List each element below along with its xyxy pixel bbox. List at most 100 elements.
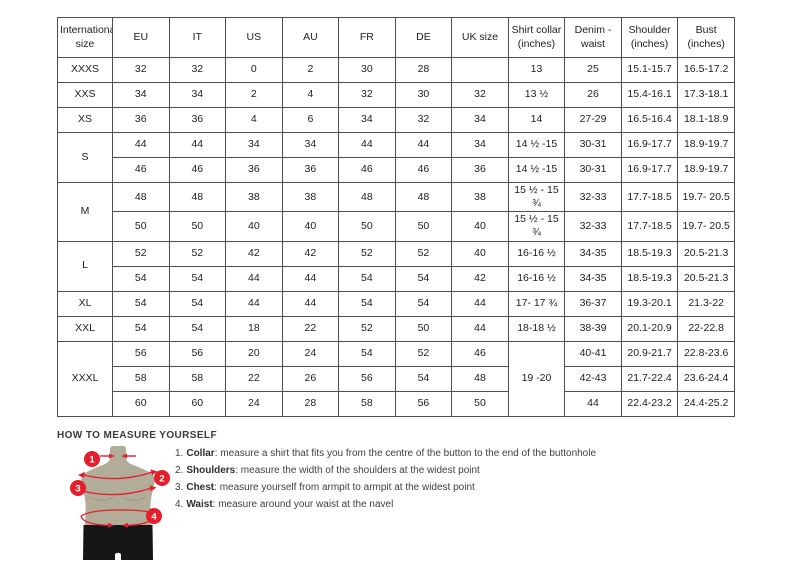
table-cell: 40 bbox=[225, 211, 283, 242]
table-cell: 44 bbox=[168, 132, 227, 158]
table-row: XS 36 36 4 6 34 32 34 14 27-29 16.5-16.4 18.1-18.9 bbox=[57, 107, 735, 133]
table-cell: 54 bbox=[338, 340, 396, 367]
table-cell: 44 bbox=[338, 132, 396, 158]
size-label-cell: S bbox=[57, 132, 113, 183]
table-cell: 32-33 bbox=[564, 181, 622, 213]
badge-2-icon: 2 bbox=[154, 470, 170, 486]
table-cell: 32 bbox=[168, 57, 227, 83]
table-cell: 20.5-21.3 bbox=[677, 265, 735, 292]
table-cell: 14 ½ -15 bbox=[507, 132, 566, 158]
table-cell: 21.7-22.4 bbox=[620, 365, 679, 392]
size-label-cell: XXL bbox=[57, 315, 113, 342]
table-cell: 52 bbox=[338, 315, 396, 342]
table-cell: 22-22.8 bbox=[677, 315, 735, 342]
table-cell: 56 bbox=[394, 390, 453, 417]
table-cell: 44 bbox=[112, 132, 170, 158]
column-header: UK size bbox=[451, 17, 509, 58]
table-cell: 54 bbox=[394, 265, 453, 292]
table-cell: 16.9-17.7 bbox=[620, 157, 679, 183]
table-cell: 20.9-21.7 bbox=[620, 340, 679, 367]
badge-1-icon: 1 bbox=[84, 451, 100, 467]
table-cell: 44 bbox=[281, 265, 340, 292]
table-cell: 44 bbox=[281, 290, 340, 317]
table-cell: 16-16 ½ bbox=[507, 265, 566, 292]
table-cell: 30-31 bbox=[564, 157, 622, 183]
header-row: International size EU IT US AU FR DE UK size Shi… bbox=[57, 17, 735, 58]
table-cell: 44 bbox=[564, 390, 622, 417]
table-cell: 17.7-18.5 bbox=[620, 181, 679, 213]
measure-step-shoulders: 2. Shoulders: measure the width of the sh… bbox=[175, 462, 596, 479]
table-cell: 40 bbox=[451, 240, 509, 267]
table-cell: 34 bbox=[338, 107, 396, 133]
column-header: IT bbox=[168, 17, 227, 58]
column-header: Shirt collar (inches) bbox=[507, 17, 566, 58]
table-cell: 54 bbox=[168, 290, 227, 317]
table-cell: 36 bbox=[112, 107, 170, 133]
table-cell: 50 bbox=[168, 211, 227, 242]
table-cell: 28 bbox=[394, 57, 453, 83]
table-cell: 19 -20 bbox=[507, 340, 566, 417]
size-chart-header: International size EU IT US AU FR DE UK size Shi… bbox=[57, 17, 735, 58]
step-number: 2. bbox=[175, 465, 184, 476]
size-label-cell: XL bbox=[57, 290, 113, 317]
measure-step-waist: 4. Waist: measure around your waist at th… bbox=[175, 496, 596, 513]
table-cell: 32 bbox=[451, 82, 509, 108]
table-cell: 24 bbox=[281, 340, 340, 367]
table-cell: 54 bbox=[338, 265, 396, 292]
table-cell: 54 bbox=[168, 315, 227, 342]
table-cell: 54 bbox=[112, 315, 170, 342]
table-cell: 18.9-19.7 bbox=[677, 132, 735, 158]
table-cell: 36 bbox=[281, 157, 340, 183]
table-cell: 56 bbox=[112, 340, 170, 367]
table-cell: 34 bbox=[281, 132, 340, 158]
step-text: : measure a shirt that fits you from the… bbox=[214, 448, 597, 459]
table-row: 58 58 22 26 56 54 48 42-43 21.7-22.4 23.6-24.4 bbox=[58, 365, 735, 392]
table-cell: 4 bbox=[225, 107, 283, 133]
column-header: Shoulder (inches) bbox=[620, 17, 679, 58]
table-cell: 52 bbox=[338, 240, 396, 267]
table-cell: 34 bbox=[451, 132, 509, 158]
table-cell: 14 ½ -15 bbox=[507, 157, 566, 183]
table-cell: 18.5-19.3 bbox=[620, 240, 679, 267]
table-cell: 36 bbox=[168, 107, 227, 133]
table-row: XXL 54 54 18 22 52 50 44 18-18 ½ 38-39 20.1-20.9 22… bbox=[57, 315, 735, 342]
measure-step-collar: 1. Collar: measure a shirt that fits you … bbox=[175, 445, 596, 462]
table-cell: 17- 17 ¾ bbox=[507, 290, 566, 317]
table-cell: 48 bbox=[112, 181, 170, 213]
table-cell bbox=[451, 57, 509, 83]
table-row: 50 50 40 40 50 50 40 15 ½ - 15 ¾ 32-33 17.7-18.5 1… bbox=[58, 211, 735, 242]
shorts-shape bbox=[83, 525, 153, 560]
table-cell: 34 bbox=[225, 132, 283, 158]
step-number: 4. bbox=[175, 499, 184, 510]
table-cell: 48 bbox=[168, 181, 227, 213]
table-cell: 30 bbox=[394, 82, 453, 108]
size-chart-table: International size EU IT US AU FR DE UK size Shi… bbox=[57, 17, 735, 417]
step-label: Chest bbox=[186, 482, 215, 493]
table-cell: 20 bbox=[225, 340, 283, 367]
step-text: : measure the width of the shoulders at … bbox=[235, 465, 480, 476]
step-label: Collar bbox=[186, 448, 215, 459]
table-cell: 32-33 bbox=[564, 211, 622, 242]
table-cell: 34-35 bbox=[564, 240, 622, 267]
table-row: XXXL 56 56 20 24 54 52 46 19 -20 40-41 20.9-21.7 22… bbox=[57, 340, 735, 417]
table-row: XXS 34 34 2 4 32 30 32 13 ½ 26 15.4-16.1 17.3-18.1 bbox=[57, 82, 735, 108]
table-cell: 34 bbox=[451, 107, 509, 133]
step-text: : measure yourself from armpit to armpit… bbox=[214, 482, 475, 493]
table-cell: 54 bbox=[394, 290, 453, 317]
badge-3-icon: 3 bbox=[70, 480, 86, 496]
table-cell: 16.5-16.4 bbox=[620, 107, 679, 133]
measure-step-chest: 3. Chest: measure yourself from armpit to… bbox=[175, 479, 596, 496]
table-cell: 18.5-19.3 bbox=[620, 265, 679, 292]
table-cell: 38 bbox=[281, 181, 340, 213]
size-label-cell: XXS bbox=[57, 82, 113, 108]
table-row: 46 46 36 36 46 46 36 14 ½ -15 30-31 16.9-17.7 18.9… bbox=[58, 157, 735, 183]
column-header: Bust (inches) bbox=[677, 17, 735, 58]
table-cell: 22 bbox=[225, 365, 283, 392]
collar-arrow-icon bbox=[100, 453, 136, 459]
table-cell: 21.3-22 bbox=[677, 290, 735, 317]
table-cell: 24.4-25.2 bbox=[677, 390, 735, 417]
table-cell: 15.1-15.7 bbox=[620, 57, 679, 83]
table-cell: 17.3-18.1 bbox=[677, 82, 735, 108]
torso-illustration-icon: 1 2 3 4 bbox=[70, 446, 170, 560]
table-cell: 16-16 ½ bbox=[507, 240, 566, 267]
